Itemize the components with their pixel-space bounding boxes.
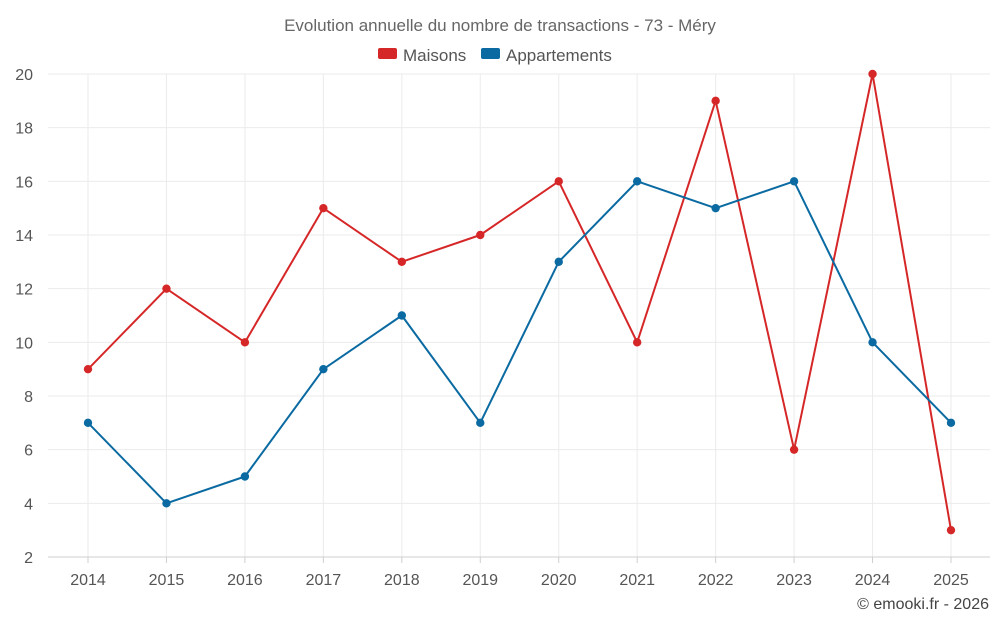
y-axis-ticks: 2 4 6 8 10 12 14 16 18 20 xyxy=(15,67,33,567)
x-tick-label: 2017 xyxy=(306,572,342,589)
x-tick-label: 2016 xyxy=(227,572,263,589)
data-point-appartements[interactable] xyxy=(868,338,877,347)
data-point-appartements[interactable] xyxy=(162,499,171,508)
y-tick-label: 16 xyxy=(15,174,33,191)
data-point-appartements[interactable] xyxy=(476,418,485,428)
legend-item-appartements[interactable]: Appartements xyxy=(481,46,612,65)
credit-text: © emooki.fr - 2026 xyxy=(857,596,989,613)
series xyxy=(83,69,956,535)
x-tick-label: 2021 xyxy=(619,572,655,589)
data-point-appartements[interactable] xyxy=(397,311,407,320)
data-point-appartements[interactable] xyxy=(240,472,250,481)
data-point-appartements[interactable] xyxy=(789,177,799,186)
data-point-maisons[interactable] xyxy=(162,284,171,293)
grid xyxy=(48,73,990,557)
data-point-appartements[interactable] xyxy=(83,418,93,428)
data-point-maisons[interactable] xyxy=(83,364,93,374)
series-line-maisons xyxy=(87,73,952,531)
data-point-maisons[interactable] xyxy=(476,230,485,240)
y-tick-label: 4 xyxy=(24,496,33,513)
data-point-maisons[interactable] xyxy=(789,445,799,454)
data-point-appartements[interactable] xyxy=(632,177,642,186)
x-tick-label: 2014 xyxy=(70,572,106,589)
data-point-appartements[interactable] xyxy=(554,257,563,267)
x-tick-label: 2020 xyxy=(541,572,577,589)
y-tick-label: 18 xyxy=(15,121,33,138)
data-point-maisons[interactable] xyxy=(946,525,956,535)
data-point-maisons[interactable] xyxy=(554,177,563,186)
series-maisons xyxy=(83,69,956,535)
data-point-maisons[interactable] xyxy=(240,338,250,347)
data-point-maisons[interactable] xyxy=(632,338,642,347)
series-appartements xyxy=(83,177,956,508)
x-tick-label: 2018 xyxy=(384,572,420,589)
y-tick-label: 8 xyxy=(24,389,33,406)
x-tick-label: 2015 xyxy=(149,572,185,589)
chart-title: Evolution annuelle du nombre de transact… xyxy=(284,16,716,35)
y-tick-label: 2 xyxy=(24,550,33,567)
legend-swatch-appartements xyxy=(481,48,500,59)
data-point-maisons[interactable] xyxy=(711,96,720,106)
x-tick-label: 2022 xyxy=(698,572,734,589)
x-axis-ticks: 2014 2015 2016 2017 2018 2019 2020 2021 2022 2023… xyxy=(70,557,969,589)
data-point-maisons[interactable] xyxy=(319,203,328,213)
legend-label-appartements: Appartements xyxy=(506,46,612,65)
data-point-appartements[interactable] xyxy=(711,203,720,213)
y-tick-label: 14 xyxy=(15,228,33,245)
legend: Maisons Appartements xyxy=(378,46,612,65)
x-tick-label: 2025 xyxy=(933,572,969,589)
data-point-appartements[interactable] xyxy=(946,418,956,428)
x-tick-label: 2023 xyxy=(776,572,812,589)
legend-item-maisons[interactable]: Maisons xyxy=(378,46,466,65)
x-tick-label: 2024 xyxy=(855,572,891,589)
series-line-appartements xyxy=(87,180,952,505)
y-tick-label: 20 xyxy=(15,67,33,84)
legend-label-maisons: Maisons xyxy=(403,46,466,65)
x-tick-label: 2019 xyxy=(462,572,498,589)
y-tick-label: 10 xyxy=(15,335,33,352)
data-point-appartements[interactable] xyxy=(319,364,328,374)
y-tick-label: 6 xyxy=(24,443,33,460)
y-tick-label: 12 xyxy=(15,282,33,299)
data-point-maisons[interactable] xyxy=(868,69,877,79)
legend-swatch-maisons xyxy=(378,48,397,59)
data-point-maisons[interactable] xyxy=(397,257,407,267)
